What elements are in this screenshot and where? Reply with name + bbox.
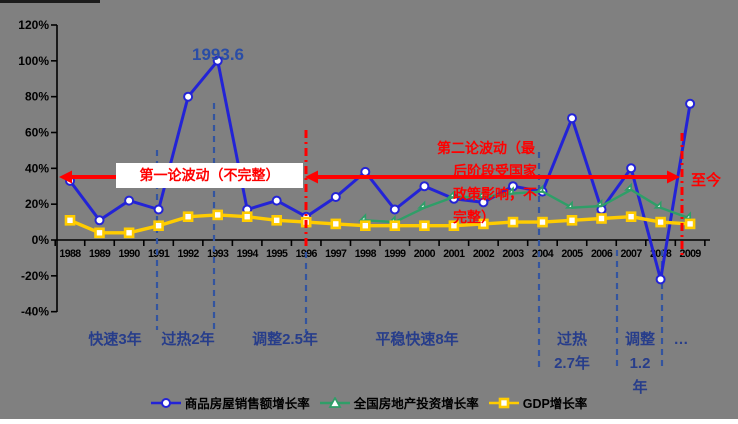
phase-label: 快速3年	[88, 331, 142, 348]
svg-text:2009: 2009	[680, 248, 702, 260]
svg-text:2006: 2006	[591, 248, 613, 260]
svg-text:2004: 2004	[532, 248, 554, 260]
svg-text:120%: 120%	[18, 18, 49, 32]
legend-marker-square-icon	[488, 396, 519, 409]
svg-text:1998: 1998	[355, 248, 377, 260]
legend-item-gdp: GDP增长率	[488, 393, 588, 412]
svg-text:1993: 1993	[207, 248, 229, 260]
legend-label-gdp: GDP增长率	[522, 396, 588, 411]
svg-text:1994: 1994	[237, 248, 259, 260]
wave2-line-2: 后阶段受国家	[453, 163, 537, 179]
top-border-fragment	[0, 0, 100, 3]
peak-annotation: 1993.6	[192, 45, 244, 64]
svg-text:2002: 2002	[473, 248, 495, 260]
legend-label-sales: 商品房屋销售额增长率	[184, 396, 310, 411]
legend: 商品房屋销售额增长率 全国房地产投资增长率 GDP增长率	[0, 391, 738, 413]
phase-label: 调整 1.2 年	[624, 331, 656, 396]
wave1-annotation: 第一论波动（不完整）	[116, 163, 303, 187]
svg-text:2000: 2000	[414, 248, 436, 260]
svg-text:100%: 100%	[18, 54, 49, 68]
wave-boundary-lines	[304, 130, 684, 258]
to-now-annotation: 至今	[691, 172, 722, 189]
svg-text:80%: 80%	[25, 90, 49, 104]
svg-text:1991: 1991	[148, 248, 170, 260]
legend-label-investment: 全国房地产投资增长率	[353, 396, 479, 411]
svg-text:0%: 0%	[32, 233, 50, 247]
svg-text:1988: 1988	[59, 248, 81, 260]
svg-text:60%: 60%	[25, 125, 49, 139]
svg-text:1999: 1999	[384, 248, 406, 260]
wave2-line-4: 完整）	[453, 209, 495, 225]
svg-text:1997: 1997	[325, 248, 347, 260]
svg-text:-20%: -20%	[21, 269, 49, 283]
svg-text:2007: 2007	[620, 248, 642, 260]
wave2-annotation: 第二论波动（最 后阶段受国家 政策影响，不 完整）	[437, 137, 537, 229]
wave2-line-1: 第二论波动（最	[437, 140, 535, 156]
legend-marker-circle-icon	[150, 396, 181, 408]
legend-marker-triangle-icon	[319, 396, 350, 408]
x-axis: 1988 1989 1990 1991 1992 1993 1994 1995 1996 1997…	[54, 239, 710, 260]
svg-text:2005: 2005	[561, 248, 583, 260]
phase-label: 平稳快速8年	[375, 331, 459, 348]
svg-text:1995: 1995	[266, 248, 288, 260]
svg-text:2003: 2003	[502, 248, 524, 260]
y-axis: 120% 100% 80% 60% 40% 20% 0% -20% -40%	[18, 18, 58, 319]
series-2	[64, 209, 696, 239]
phase-label: …	[673, 331, 689, 348]
legend-item-sales: 商品房屋销售额增长率	[150, 393, 310, 412]
phase-label: 调整2.5年	[252, 331, 318, 348]
svg-text:20%: 20%	[25, 197, 49, 211]
svg-text:-40%: -40%	[21, 305, 49, 319]
svg-text:1990: 1990	[118, 248, 140, 260]
svg-text:40%: 40%	[25, 161, 49, 175]
svg-text:2001: 2001	[443, 248, 465, 260]
svg-text:1992: 1992	[178, 248, 200, 260]
phase-label: 过热2年	[161, 331, 215, 348]
wave2-line-3: 政策影响，不	[453, 186, 537, 202]
svg-text:1989: 1989	[89, 248, 111, 260]
legend-item-investment: 全国房地产投资增长率	[319, 393, 479, 412]
phase-label: 过热 2.7年	[554, 331, 590, 372]
